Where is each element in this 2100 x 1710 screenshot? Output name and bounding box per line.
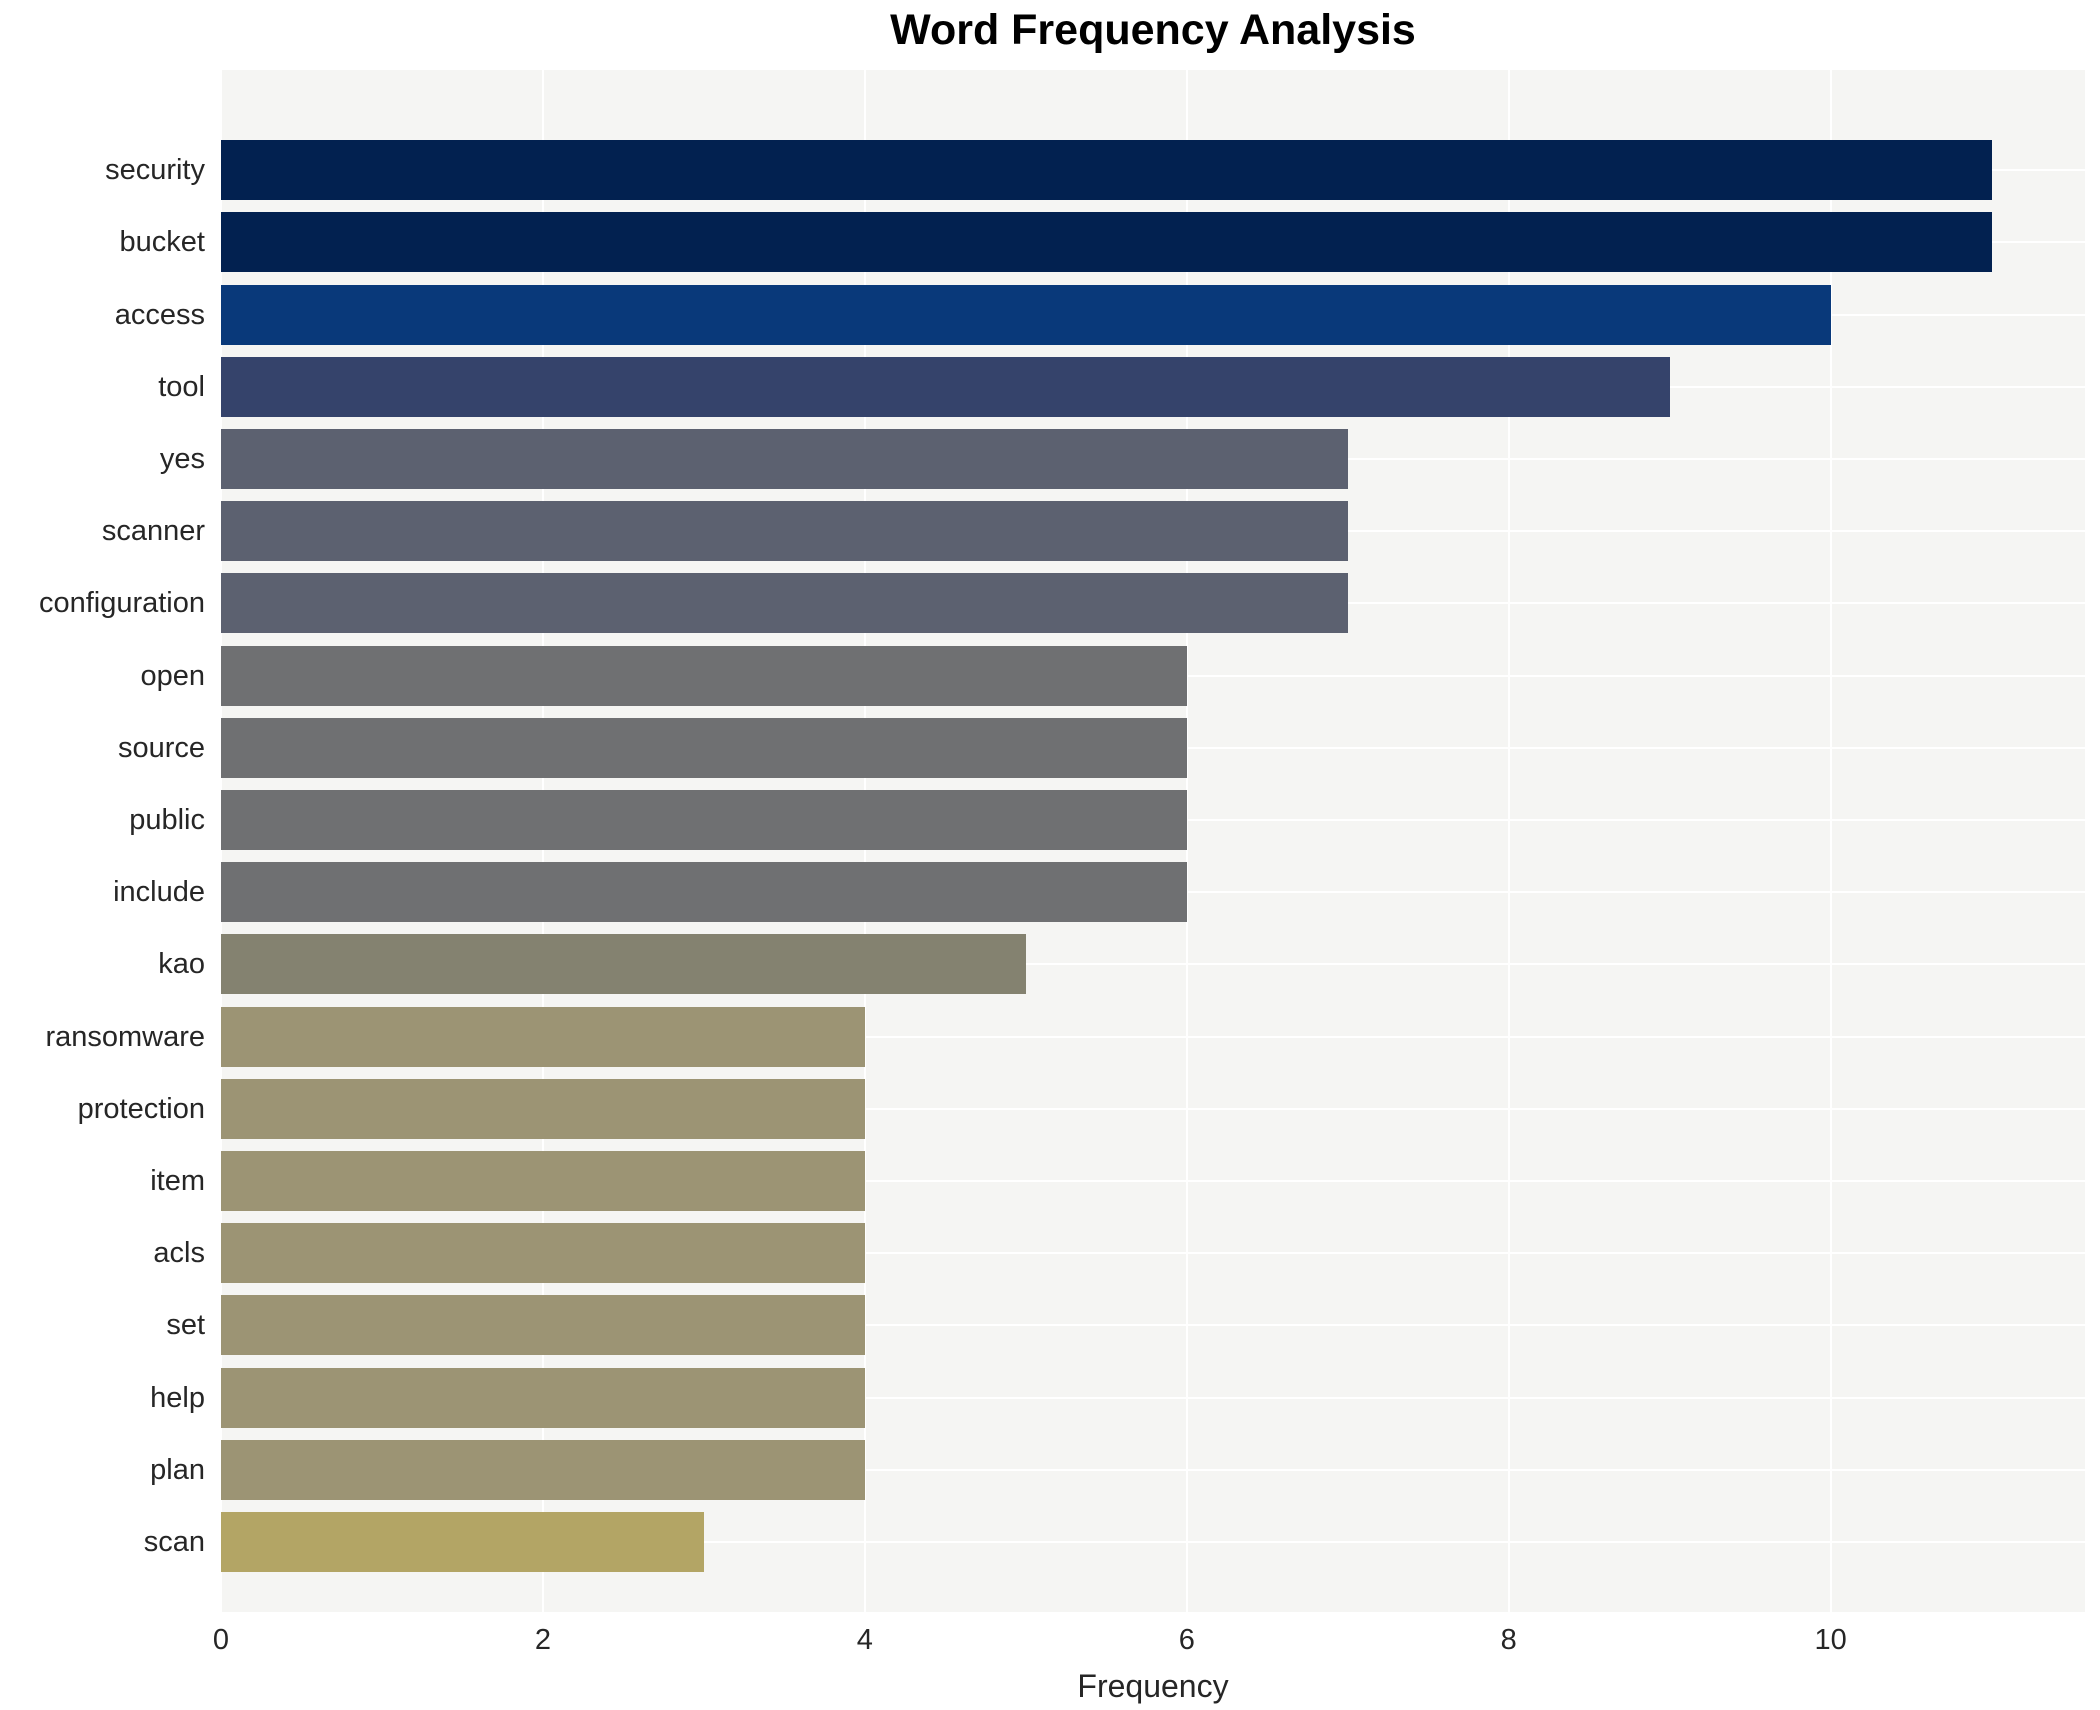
horizontal-gridline: [221, 1252, 2085, 1255]
y-tick-label-public: public: [129, 803, 205, 836]
horizontal-gridline: [221, 1324, 2085, 1327]
bar-help: [221, 1367, 865, 1428]
y-tick-label-bucket: bucket: [119, 226, 205, 259]
bar-yes: [221, 428, 1348, 489]
bar-include: [221, 862, 1187, 923]
bar-configuration: [221, 573, 1348, 634]
y-tick-label-help: help: [150, 1381, 205, 1414]
y-tick-label-tool: tool: [158, 370, 205, 403]
y-tick-label-protection: protection: [77, 1092, 205, 1125]
bar-access: [221, 284, 1831, 345]
horizontal-gridline: [221, 963, 2085, 966]
y-tick-label-configuration: configuration: [38, 587, 205, 620]
x-tick-label: 8: [1500, 1624, 1517, 1656]
bar-set: [221, 1295, 865, 1356]
plot-area: [220, 70, 2085, 1612]
bar-bucket: [221, 212, 1992, 273]
y-tick-label-ransomware: ransomware: [45, 1020, 205, 1053]
horizontal-gridline: [221, 1179, 2085, 1182]
x-tick-label: 4: [856, 1624, 873, 1656]
y-tick-label-include: include: [113, 876, 205, 909]
horizontal-gridline: [221, 1468, 2085, 1471]
bar-scanner: [221, 501, 1348, 562]
y-tick-label-kao: kao: [158, 948, 205, 981]
bar-open: [221, 645, 1187, 706]
chart-title: Word Frequency Analysis: [890, 6, 1416, 54]
vertical-gridline: [1185, 70, 1188, 1612]
y-tick-label-plan: plan: [150, 1453, 205, 1486]
y-tick-label-set: set: [166, 1309, 205, 1342]
vertical-gridline: [1829, 70, 1832, 1612]
horizontal-gridline: [221, 1540, 2085, 1543]
bar-security: [221, 140, 1992, 201]
bar-kao: [221, 934, 1026, 995]
bar-public: [221, 789, 1187, 850]
y-tick-label-scan: scan: [143, 1525, 205, 1558]
x-axis-label: Frequency: [1077, 1668, 1229, 1704]
x-tick-label: 6: [1178, 1624, 1195, 1656]
y-tick-label-access: access: [114, 298, 205, 331]
y-tick-label-source: source: [117, 731, 205, 764]
horizontal-gridline: [221, 1035, 2085, 1038]
x-tick-label: 2: [534, 1624, 551, 1656]
vertical-gridline: [1507, 70, 1510, 1612]
bar-acls: [221, 1223, 865, 1284]
y-tick-label-item: item: [150, 1164, 205, 1197]
y-tick-label-open: open: [140, 659, 205, 692]
y-tick-label-scanner: scanner: [101, 515, 205, 548]
bar-protection: [221, 1078, 865, 1139]
bar-item: [221, 1150, 865, 1211]
x-tick-label: 0: [212, 1624, 230, 1656]
y-tick-label-yes: yes: [159, 442, 205, 475]
bar-scan: [221, 1511, 704, 1572]
y-tick-label-security: security: [105, 154, 205, 187]
bar-tool: [221, 356, 1670, 417]
bar-ransomware: [221, 1006, 865, 1067]
horizontal-gridline: [221, 1107, 2085, 1110]
horizontal-gridline: [221, 1396, 2085, 1399]
bar-plan: [221, 1439, 865, 1500]
x-tick-label: 10: [1814, 1624, 1847, 1656]
y-tick-label-acls: acls: [153, 1237, 205, 1270]
bar-source: [221, 717, 1187, 778]
